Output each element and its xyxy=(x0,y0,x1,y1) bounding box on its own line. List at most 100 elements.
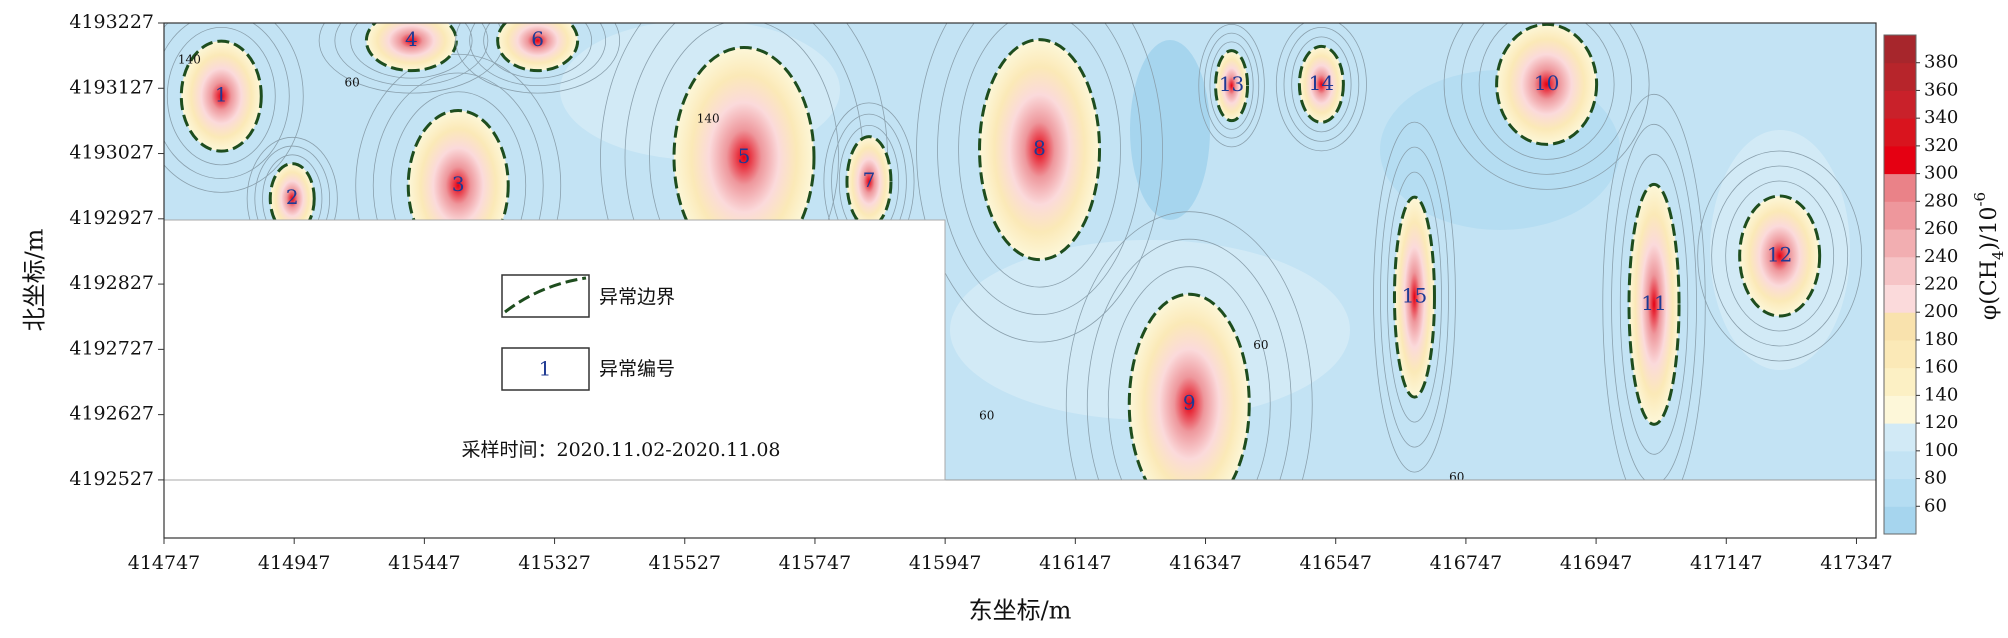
x-tick-label: 416547 xyxy=(1299,552,1372,574)
anomaly-number: 11 xyxy=(1641,291,1666,315)
colorbar-tick-label: 100 xyxy=(1924,440,1958,461)
colorbar-band xyxy=(1884,423,1916,452)
y-tick-label: 4193027 xyxy=(69,142,154,164)
contour-line xyxy=(166,26,276,166)
anomaly-number: 14 xyxy=(1309,71,1334,95)
anomaly-area xyxy=(1127,292,1251,480)
anomaly-number: 13 xyxy=(1219,72,1244,96)
y-tick-label: 4192527 xyxy=(69,468,154,490)
x-tick-label: 414747 xyxy=(128,552,201,574)
contour-line xyxy=(455,23,621,94)
contour-line xyxy=(1275,23,1367,152)
contour-label: 60 xyxy=(1253,338,1268,352)
colorbar-tick-label: 320 xyxy=(1924,135,1958,156)
anomaly-area xyxy=(496,23,580,73)
x-tick-label: 414947 xyxy=(258,552,331,574)
colorbar-band xyxy=(1884,506,1916,535)
contour-line xyxy=(1373,121,1456,473)
legend-number-box xyxy=(501,347,590,391)
contour-line xyxy=(937,23,1142,315)
contour-line xyxy=(1209,41,1254,130)
colorbar-band xyxy=(1884,395,1916,424)
x-tick-label: 415527 xyxy=(648,552,721,574)
contour-label: 140 xyxy=(697,111,720,125)
contour-label: 60 xyxy=(979,408,994,422)
colorbar-band xyxy=(1884,450,1916,480)
colorbar-title-part: 4 xyxy=(1989,251,2007,261)
anomaly-number: 12 xyxy=(1767,243,1792,267)
contour-line xyxy=(1065,211,1313,480)
y-tick-label: 4193227 xyxy=(69,11,154,33)
anomaly-number: 4 xyxy=(405,27,418,51)
contour-line xyxy=(1380,146,1449,448)
contour-label: 60 xyxy=(344,76,359,90)
anomaly-area xyxy=(1495,23,1599,146)
anomaly-number: 9 xyxy=(1183,391,1196,415)
x-tick-label: 417147 xyxy=(1690,552,1763,574)
colorbar-tick-label: 60 xyxy=(1924,495,1947,516)
colorbar-tick-label: 200 xyxy=(1924,301,1958,322)
anomaly-number: 6 xyxy=(531,27,544,51)
anomaly-area xyxy=(978,38,1102,262)
anomaly-number: 7 xyxy=(863,168,876,192)
colorbar-band xyxy=(1884,256,1916,285)
colorbar-tick-label: 140 xyxy=(1924,384,1958,405)
legend-boundary-box xyxy=(501,274,590,318)
y-tick-label: 4192727 xyxy=(69,337,154,359)
anomaly-number: 1 xyxy=(215,83,228,107)
field-blob xyxy=(1130,40,1210,220)
colorbar-tick-label: 360 xyxy=(1924,79,1958,100)
colorbar-band xyxy=(1884,90,1916,119)
contour-line xyxy=(1619,153,1689,455)
sampling-time: 采样时间：2020.11.02-2020.11.08 xyxy=(462,439,781,461)
colorbar-band xyxy=(1884,367,1916,396)
colorbar-title: φ(CH4)/10-6 xyxy=(1971,192,2007,320)
contour-line xyxy=(1611,123,1697,480)
colorbar-band xyxy=(1884,62,1916,91)
contour-line xyxy=(1443,23,1650,190)
anomaly-number: 2 xyxy=(286,185,299,209)
contour-line xyxy=(916,23,1163,343)
colorbar-title-part: -6 xyxy=(1971,192,1989,207)
colorbar-band xyxy=(1884,118,1916,147)
y-tick-label: 4192827 xyxy=(69,272,154,294)
anomaly-area xyxy=(364,23,458,73)
x-tick-label: 416747 xyxy=(1430,552,1503,574)
contour-line xyxy=(1283,26,1360,142)
contour-line xyxy=(469,23,607,87)
legend-box xyxy=(163,219,946,481)
colorbar-band xyxy=(1884,173,1916,202)
colorbar-band xyxy=(1884,35,1916,64)
contour-line xyxy=(1198,24,1265,148)
contour-line xyxy=(1461,23,1632,175)
colorbar-band xyxy=(1884,312,1916,341)
contour-line xyxy=(164,23,290,179)
colorbar-band xyxy=(1884,145,1916,175)
anomaly-area xyxy=(1297,44,1345,124)
colorbar-band xyxy=(1884,229,1916,258)
colorbar-title-part: φ(CH xyxy=(1977,260,2002,320)
colorbar-tick-label: 180 xyxy=(1924,329,1958,350)
anomaly-number: 10 xyxy=(1534,71,1559,95)
colorbar-title-part: )/10 xyxy=(1977,207,2002,251)
anomaly-number: 8 xyxy=(1033,136,1046,160)
contour-label: 140 xyxy=(178,53,201,67)
contour-line xyxy=(334,23,489,87)
x-tick-label: 416947 xyxy=(1560,552,1633,574)
anomaly-area xyxy=(1392,195,1436,399)
contour-line xyxy=(1725,180,1835,332)
legend-number-sample: 1 xyxy=(539,357,552,381)
x-tick-label: 417347 xyxy=(1820,552,1893,574)
anomaly-number: 3 xyxy=(452,172,465,196)
contour-line xyxy=(483,23,593,79)
anomaly-number: 5 xyxy=(738,144,751,168)
contour-label: 60 xyxy=(1449,470,1464,484)
contour-line xyxy=(1602,93,1706,480)
contour-line xyxy=(1086,238,1292,480)
y-tick-label: 4192627 xyxy=(69,403,154,425)
blank-strip xyxy=(164,480,1876,538)
colorbar-tick-label: 220 xyxy=(1924,274,1958,295)
x-tick-label: 415747 xyxy=(779,552,852,574)
contour-line xyxy=(1387,171,1442,423)
y-tick-label: 4193127 xyxy=(69,76,154,98)
